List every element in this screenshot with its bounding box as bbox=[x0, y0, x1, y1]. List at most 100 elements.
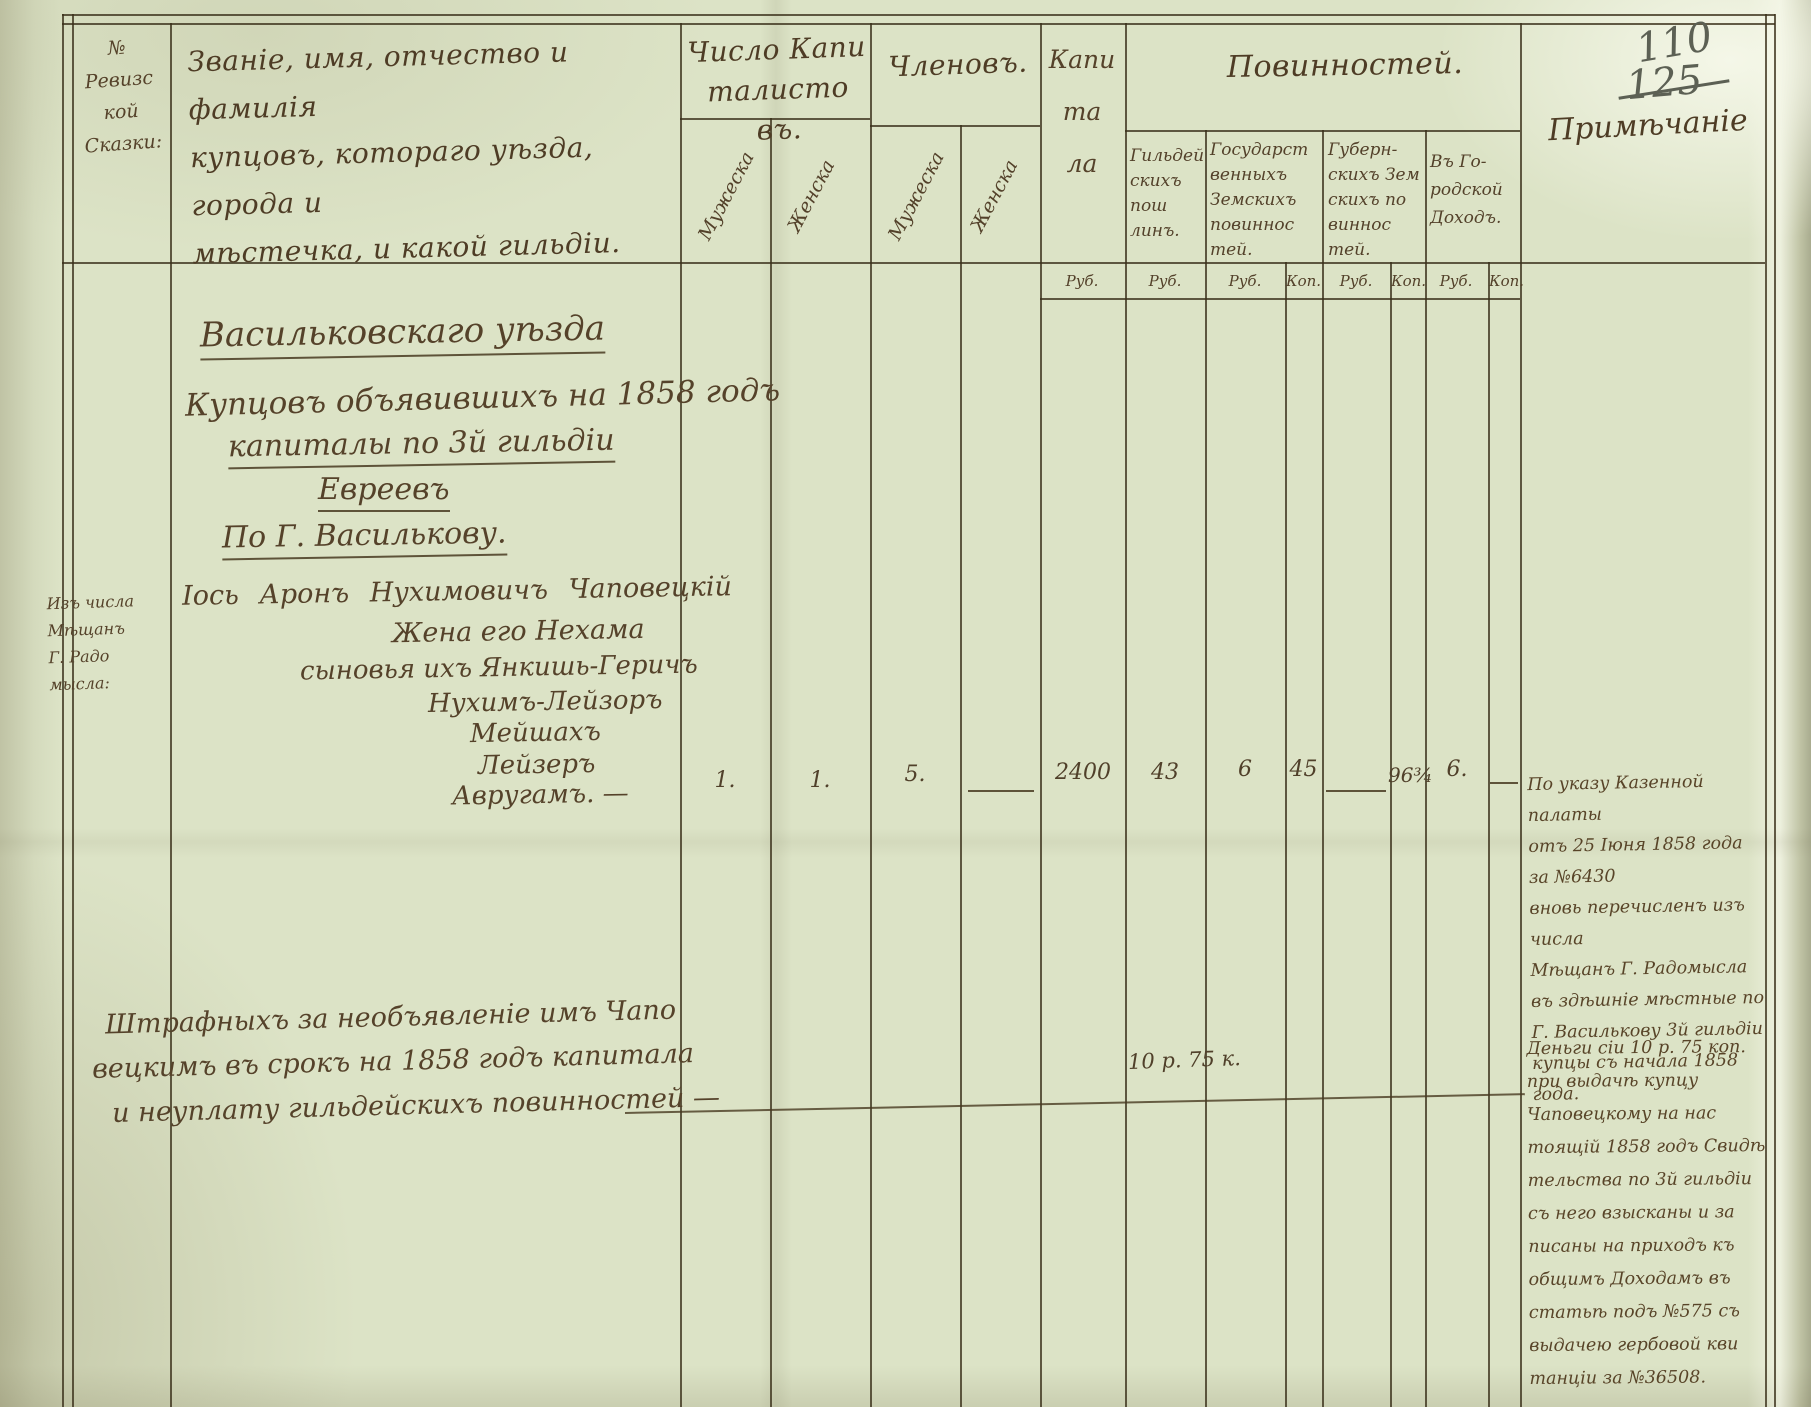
header-members-female: Женска bbox=[966, 156, 1023, 236]
row-divider-members bbox=[870, 125, 1040, 127]
entry-name-wife: Жена его Нехама bbox=[391, 613, 645, 650]
header-note-column: Примѣчаніе bbox=[1547, 102, 1749, 149]
folio-number-crossed-out: 125 bbox=[1624, 56, 1705, 110]
entry-name-sons: сыновья ихъ Янкишь-Геричъ bbox=[299, 649, 698, 687]
value-state-kop: 45 bbox=[1289, 757, 1318, 782]
subheader-state-line: венныхъ bbox=[1210, 165, 1288, 185]
header-capital-line: Капи bbox=[1048, 45, 1116, 74]
subheader-state-line: тей. bbox=[1210, 240, 1253, 260]
row-divider-units-bottom bbox=[1040, 298, 1520, 300]
header-revision-column: № Ревизс кой Сказки: bbox=[66, 29, 175, 164]
header-members-male: Мужеска bbox=[883, 148, 949, 244]
unit-capital-rub: Руб. bbox=[1065, 272, 1099, 290]
section-heading-city: По Г. Василькову. bbox=[221, 515, 507, 561]
value-capital: 2400 bbox=[1055, 760, 1111, 785]
subheader-provincial-zemstvo: Губерн- скихъ Зем скихъ по виннос тей. bbox=[1328, 138, 1424, 263]
penalty-remark-line: Чаповецкому на нас bbox=[1527, 1103, 1717, 1126]
value-members-female-dash bbox=[968, 790, 1034, 792]
header-capitalists-line: Число Капи bbox=[686, 29, 867, 70]
header-capitalists-male: Мужеска bbox=[693, 148, 759, 244]
entry-remark-line: отъ 25 Іюня 1858 года за №6430 bbox=[1528, 833, 1743, 889]
value-members-male: 5. bbox=[904, 762, 926, 787]
col-divider-members-mf bbox=[960, 125, 962, 1407]
row-divider-capitalists bbox=[680, 118, 870, 120]
table-border-top-outer bbox=[62, 14, 1775, 16]
subheader-provincial-line: виннос bbox=[1328, 215, 1391, 235]
col-divider-provincial-rub-kop bbox=[1390, 262, 1392, 1407]
value-state-rub: 6 bbox=[1238, 757, 1252, 782]
table-border-right-inner bbox=[1765, 14, 1767, 1407]
col-divider-revision bbox=[170, 23, 172, 1407]
penalty-remark-line: статьѣ подъ №575 съ bbox=[1528, 1301, 1741, 1324]
entry-remark-line: вновь перечисленъ изъ числа bbox=[1529, 895, 1746, 951]
value-guild-duty: 43 bbox=[1151, 760, 1179, 785]
subheader-city-line: Доходъ. bbox=[1430, 208, 1502, 228]
entry-remark-line: въ здѣшніе мѣстные по bbox=[1530, 987, 1765, 1013]
penalty-remark-line: съ него взысканы и за bbox=[1527, 1202, 1735, 1225]
subheader-provincial-line: тей. bbox=[1328, 240, 1371, 260]
penalty-remark-line: танціи за №36508. bbox=[1529, 1367, 1707, 1390]
entry-name-son2: Нухимъ-Лейзоръ bbox=[427, 684, 663, 720]
subheader-state-line: Государст bbox=[1210, 140, 1309, 160]
section-heading-jews: Евреевъ bbox=[318, 472, 450, 512]
unit-provincial-rub: Руб. bbox=[1339, 272, 1373, 290]
table-border-right-outer bbox=[1774, 14, 1776, 1407]
penalty-remark-line: при выдачѣ купцу bbox=[1526, 1070, 1699, 1093]
value-provincial-kop: 96¾ bbox=[1388, 763, 1433, 787]
entry-name-son4: Лейзеръ bbox=[477, 748, 596, 782]
value-city-rub: 6. bbox=[1446, 757, 1468, 782]
subheader-state-line: Земскихъ bbox=[1210, 190, 1297, 210]
unit-state-rub: Руб. bbox=[1228, 272, 1262, 290]
unit-provincial-kop: Коп. bbox=[1391, 272, 1427, 290]
subheader-provincial-line: скихъ Зем bbox=[1328, 165, 1420, 185]
subheader-city-line: родской bbox=[1430, 180, 1503, 200]
table-border-top-inner bbox=[62, 23, 1775, 25]
subheader-guild-line: скихъ bbox=[1130, 171, 1182, 191]
penalty-amount: 10 р. 75 к. bbox=[1127, 1046, 1242, 1074]
col-divider-title bbox=[680, 23, 682, 1407]
entry-name-son3: Мейшахъ bbox=[469, 716, 602, 750]
col-divider-capitalists-mf bbox=[770, 118, 772, 1407]
penalty-remark-line: Деньги сіи 10 р. 75 коп. bbox=[1526, 1037, 1746, 1060]
value-capitalists-male: 1. bbox=[714, 768, 736, 793]
table-border-left-outer bbox=[62, 14, 64, 1407]
header-capitalists-column: Число Капи талисто въ. bbox=[686, 27, 870, 153]
penalty-text-line1: Штрафныхъ за необъявленіе имъ Чапо bbox=[104, 994, 677, 1041]
penalty-remark: Деньги сіи 10 р. 75 коп. при выдачѣ купц… bbox=[1526, 1031, 1771, 1396]
value-capitalists-female: 1. bbox=[809, 768, 831, 793]
table-border-left-inner bbox=[72, 14, 74, 1407]
header-title-line: купцовъ, котораго уѣзда, города и bbox=[189, 130, 594, 223]
section-heading-guild: капиталы по 3й гильдіи bbox=[227, 422, 615, 470]
header-capitalists-line: талисто въ. bbox=[706, 70, 850, 147]
subheader-city-line: Въ Го- bbox=[1430, 152, 1487, 172]
subheader-provincial-line: Губерн- bbox=[1328, 140, 1398, 160]
section-heading-declared: Купцовъ объявившихъ на 1858 годъ bbox=[184, 372, 781, 424]
unit-guild-rub: Руб. bbox=[1148, 272, 1182, 290]
unit-state-kop: Коп. bbox=[1286, 272, 1322, 290]
col-divider-state-rub-kop bbox=[1285, 262, 1287, 1407]
header-capitalists-female: Женска bbox=[783, 156, 840, 236]
subheader-guild-line: Гильдей bbox=[1130, 146, 1205, 166]
penalty-remark-line: писаны на приходъ къ bbox=[1528, 1235, 1735, 1258]
col-divider-city-rub-kop bbox=[1488, 262, 1490, 1407]
value-city-kop-dash bbox=[1490, 782, 1518, 784]
subheader-guild-line: линъ. bbox=[1130, 221, 1180, 241]
col-divider-members bbox=[1040, 23, 1042, 1407]
subheader-city-revenue: Въ Го- родской Доходъ. bbox=[1430, 148, 1518, 232]
col-divider-state bbox=[1322, 130, 1324, 1407]
unit-city-kop: Коп. bbox=[1489, 272, 1525, 290]
penalty-remark-line: тельства по 3й гильдіи bbox=[1527, 1169, 1753, 1192]
col-divider-capital bbox=[1125, 23, 1127, 1407]
subheader-provincial-line: скихъ по bbox=[1328, 190, 1407, 210]
penalty-text-line3: и неуплату гильдейскихъ повинностей — bbox=[111, 1082, 721, 1129]
subheader-guild-duties: Гильдей скихъ пош линъ. bbox=[1130, 144, 1204, 244]
margin-note: Изъ числа Мѣщанъ Г. Радо мысла: bbox=[46, 586, 180, 698]
header-duties-column: Повинностей. bbox=[1226, 45, 1464, 86]
header-title-column: Званіе, имя, отчество и фамилія купцовъ,… bbox=[187, 26, 673, 278]
subheader-state-zemstvo: Государст венныхъ Земскихъ повиннос тей. bbox=[1210, 138, 1322, 263]
subheader-state-line: повиннос bbox=[1210, 215, 1295, 235]
header-capital-column: Капи та ла bbox=[1042, 34, 1122, 190]
row-divider-duties bbox=[1125, 130, 1520, 132]
penalty-text-line2: вецкимъ въ срокъ на 1858 годъ капитала bbox=[91, 1038, 695, 1085]
unit-city-rub: Руб. bbox=[1439, 272, 1473, 290]
